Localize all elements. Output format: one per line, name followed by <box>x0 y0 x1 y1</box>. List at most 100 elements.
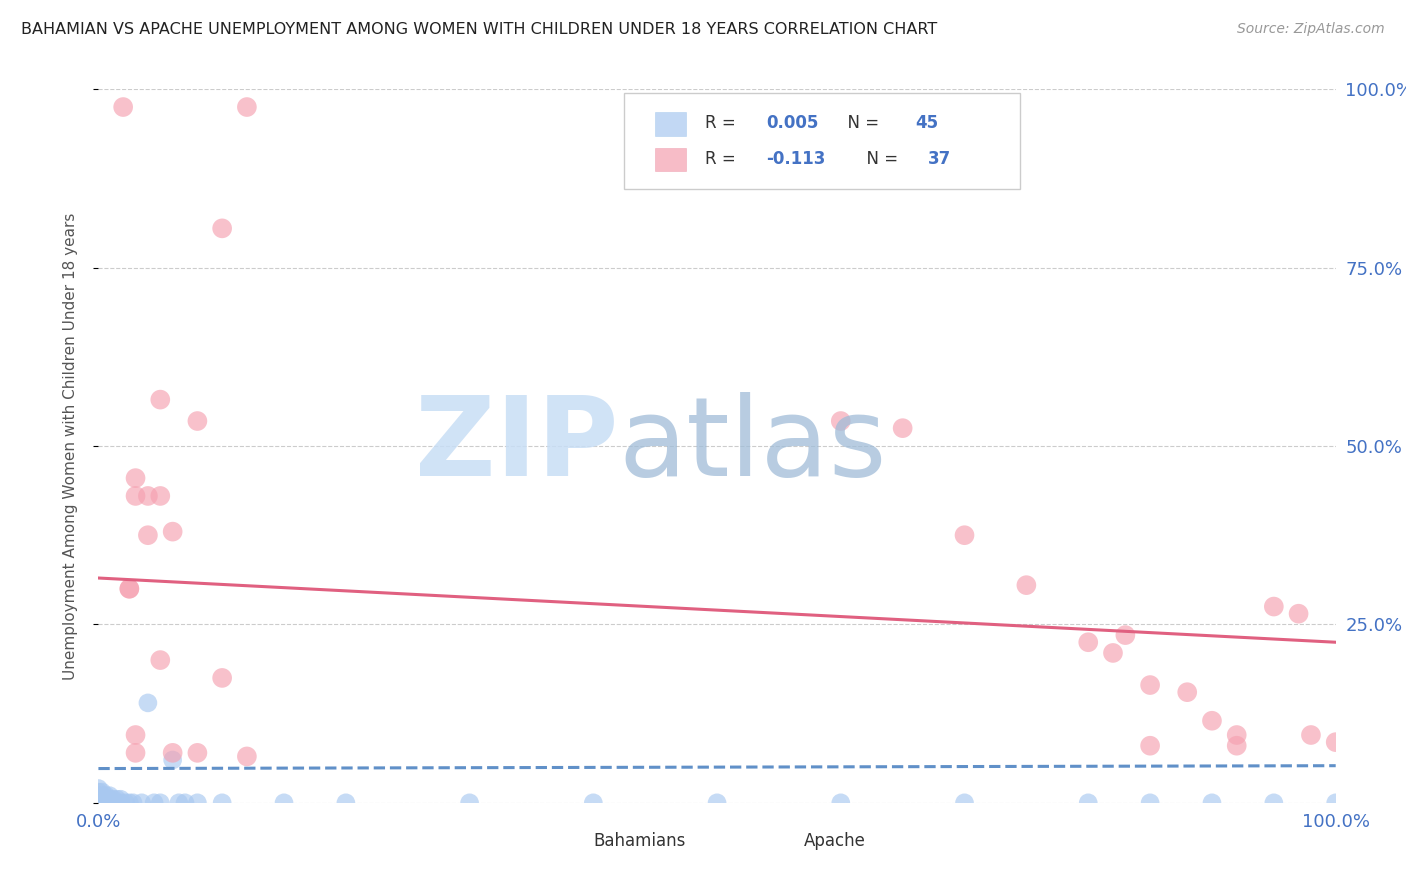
Text: Bahamians: Bahamians <box>593 831 686 849</box>
Point <box>114 796 136 810</box>
Point <box>94 796 117 810</box>
Point <box>149 489 172 503</box>
Point <box>273 796 295 810</box>
Point <box>103 792 125 806</box>
Point <box>98 789 121 803</box>
Point <box>891 421 914 435</box>
Text: R =: R = <box>704 150 741 168</box>
Point <box>162 746 184 760</box>
Point <box>830 414 852 428</box>
Point <box>87 781 110 796</box>
Point <box>136 489 159 503</box>
Point <box>87 792 110 806</box>
Point <box>105 792 128 806</box>
Point <box>174 796 197 810</box>
Point <box>1324 796 1347 810</box>
Point <box>118 582 141 596</box>
Point <box>830 796 852 810</box>
Text: N =: N = <box>856 150 903 168</box>
Point <box>149 392 172 407</box>
Point <box>1324 735 1347 749</box>
Point <box>186 796 208 810</box>
Point <box>87 796 110 810</box>
Text: R =: R = <box>704 114 741 132</box>
Point <box>1175 685 1198 699</box>
Point <box>211 671 233 685</box>
Point <box>98 792 121 806</box>
Point <box>186 414 208 428</box>
FancyBboxPatch shape <box>557 831 588 849</box>
Point <box>1139 796 1161 810</box>
Point <box>124 489 146 503</box>
Point <box>103 796 125 810</box>
Text: N =: N = <box>837 114 884 132</box>
Point <box>953 796 976 810</box>
Point <box>1015 578 1038 592</box>
Point <box>1288 607 1310 621</box>
Point <box>149 653 172 667</box>
Point <box>105 796 128 810</box>
Point <box>211 221 233 235</box>
Point <box>136 528 159 542</box>
Point <box>122 796 145 810</box>
Point <box>582 796 605 810</box>
Point <box>1102 646 1125 660</box>
FancyBboxPatch shape <box>655 148 686 171</box>
Point <box>91 789 114 803</box>
Point <box>94 789 117 803</box>
Point <box>91 796 114 810</box>
Text: 0.005: 0.005 <box>766 114 818 132</box>
Point <box>112 100 135 114</box>
Point <box>124 728 146 742</box>
Point <box>110 796 132 810</box>
Point <box>87 785 110 799</box>
Point <box>94 792 117 806</box>
Point <box>1201 796 1223 810</box>
Point <box>124 471 146 485</box>
Text: 45: 45 <box>915 114 938 132</box>
Point <box>98 796 121 810</box>
Point <box>136 696 159 710</box>
Point <box>91 792 114 806</box>
Point <box>91 785 114 799</box>
Point <box>1263 796 1285 810</box>
Point <box>1299 728 1322 742</box>
Text: -0.113: -0.113 <box>766 150 825 168</box>
Point <box>87 789 110 803</box>
Point <box>149 796 172 810</box>
Point <box>1077 796 1099 810</box>
FancyBboxPatch shape <box>655 112 686 136</box>
Point <box>167 796 190 810</box>
Point <box>118 582 141 596</box>
Text: atlas: atlas <box>619 392 887 500</box>
Point <box>162 753 184 767</box>
Point <box>1226 739 1249 753</box>
Point <box>706 796 728 810</box>
Point <box>1263 599 1285 614</box>
Y-axis label: Unemployment Among Women with Children Under 18 years: Unemployment Among Women with Children U… <box>63 212 77 680</box>
Point <box>1114 628 1136 642</box>
Point <box>236 100 259 114</box>
Point <box>186 746 208 760</box>
Point <box>953 528 976 542</box>
FancyBboxPatch shape <box>624 93 1021 189</box>
Text: ZIP: ZIP <box>415 392 619 500</box>
Point <box>1139 739 1161 753</box>
Text: Apache: Apache <box>804 831 866 849</box>
Point <box>458 796 481 810</box>
Point <box>162 524 184 539</box>
Point <box>110 792 132 806</box>
Point <box>1226 728 1249 742</box>
Point <box>131 796 153 810</box>
Point <box>143 796 166 810</box>
Point <box>118 796 141 810</box>
Point <box>124 746 146 760</box>
Text: 37: 37 <box>928 150 950 168</box>
Point <box>1077 635 1099 649</box>
Point <box>1201 714 1223 728</box>
Text: BAHAMIAN VS APACHE UNEMPLOYMENT AMONG WOMEN WITH CHILDREN UNDER 18 YEARS CORRELA: BAHAMIAN VS APACHE UNEMPLOYMENT AMONG WO… <box>21 22 938 37</box>
FancyBboxPatch shape <box>766 831 797 849</box>
Point <box>236 749 259 764</box>
Point <box>1139 678 1161 692</box>
Point <box>211 796 233 810</box>
